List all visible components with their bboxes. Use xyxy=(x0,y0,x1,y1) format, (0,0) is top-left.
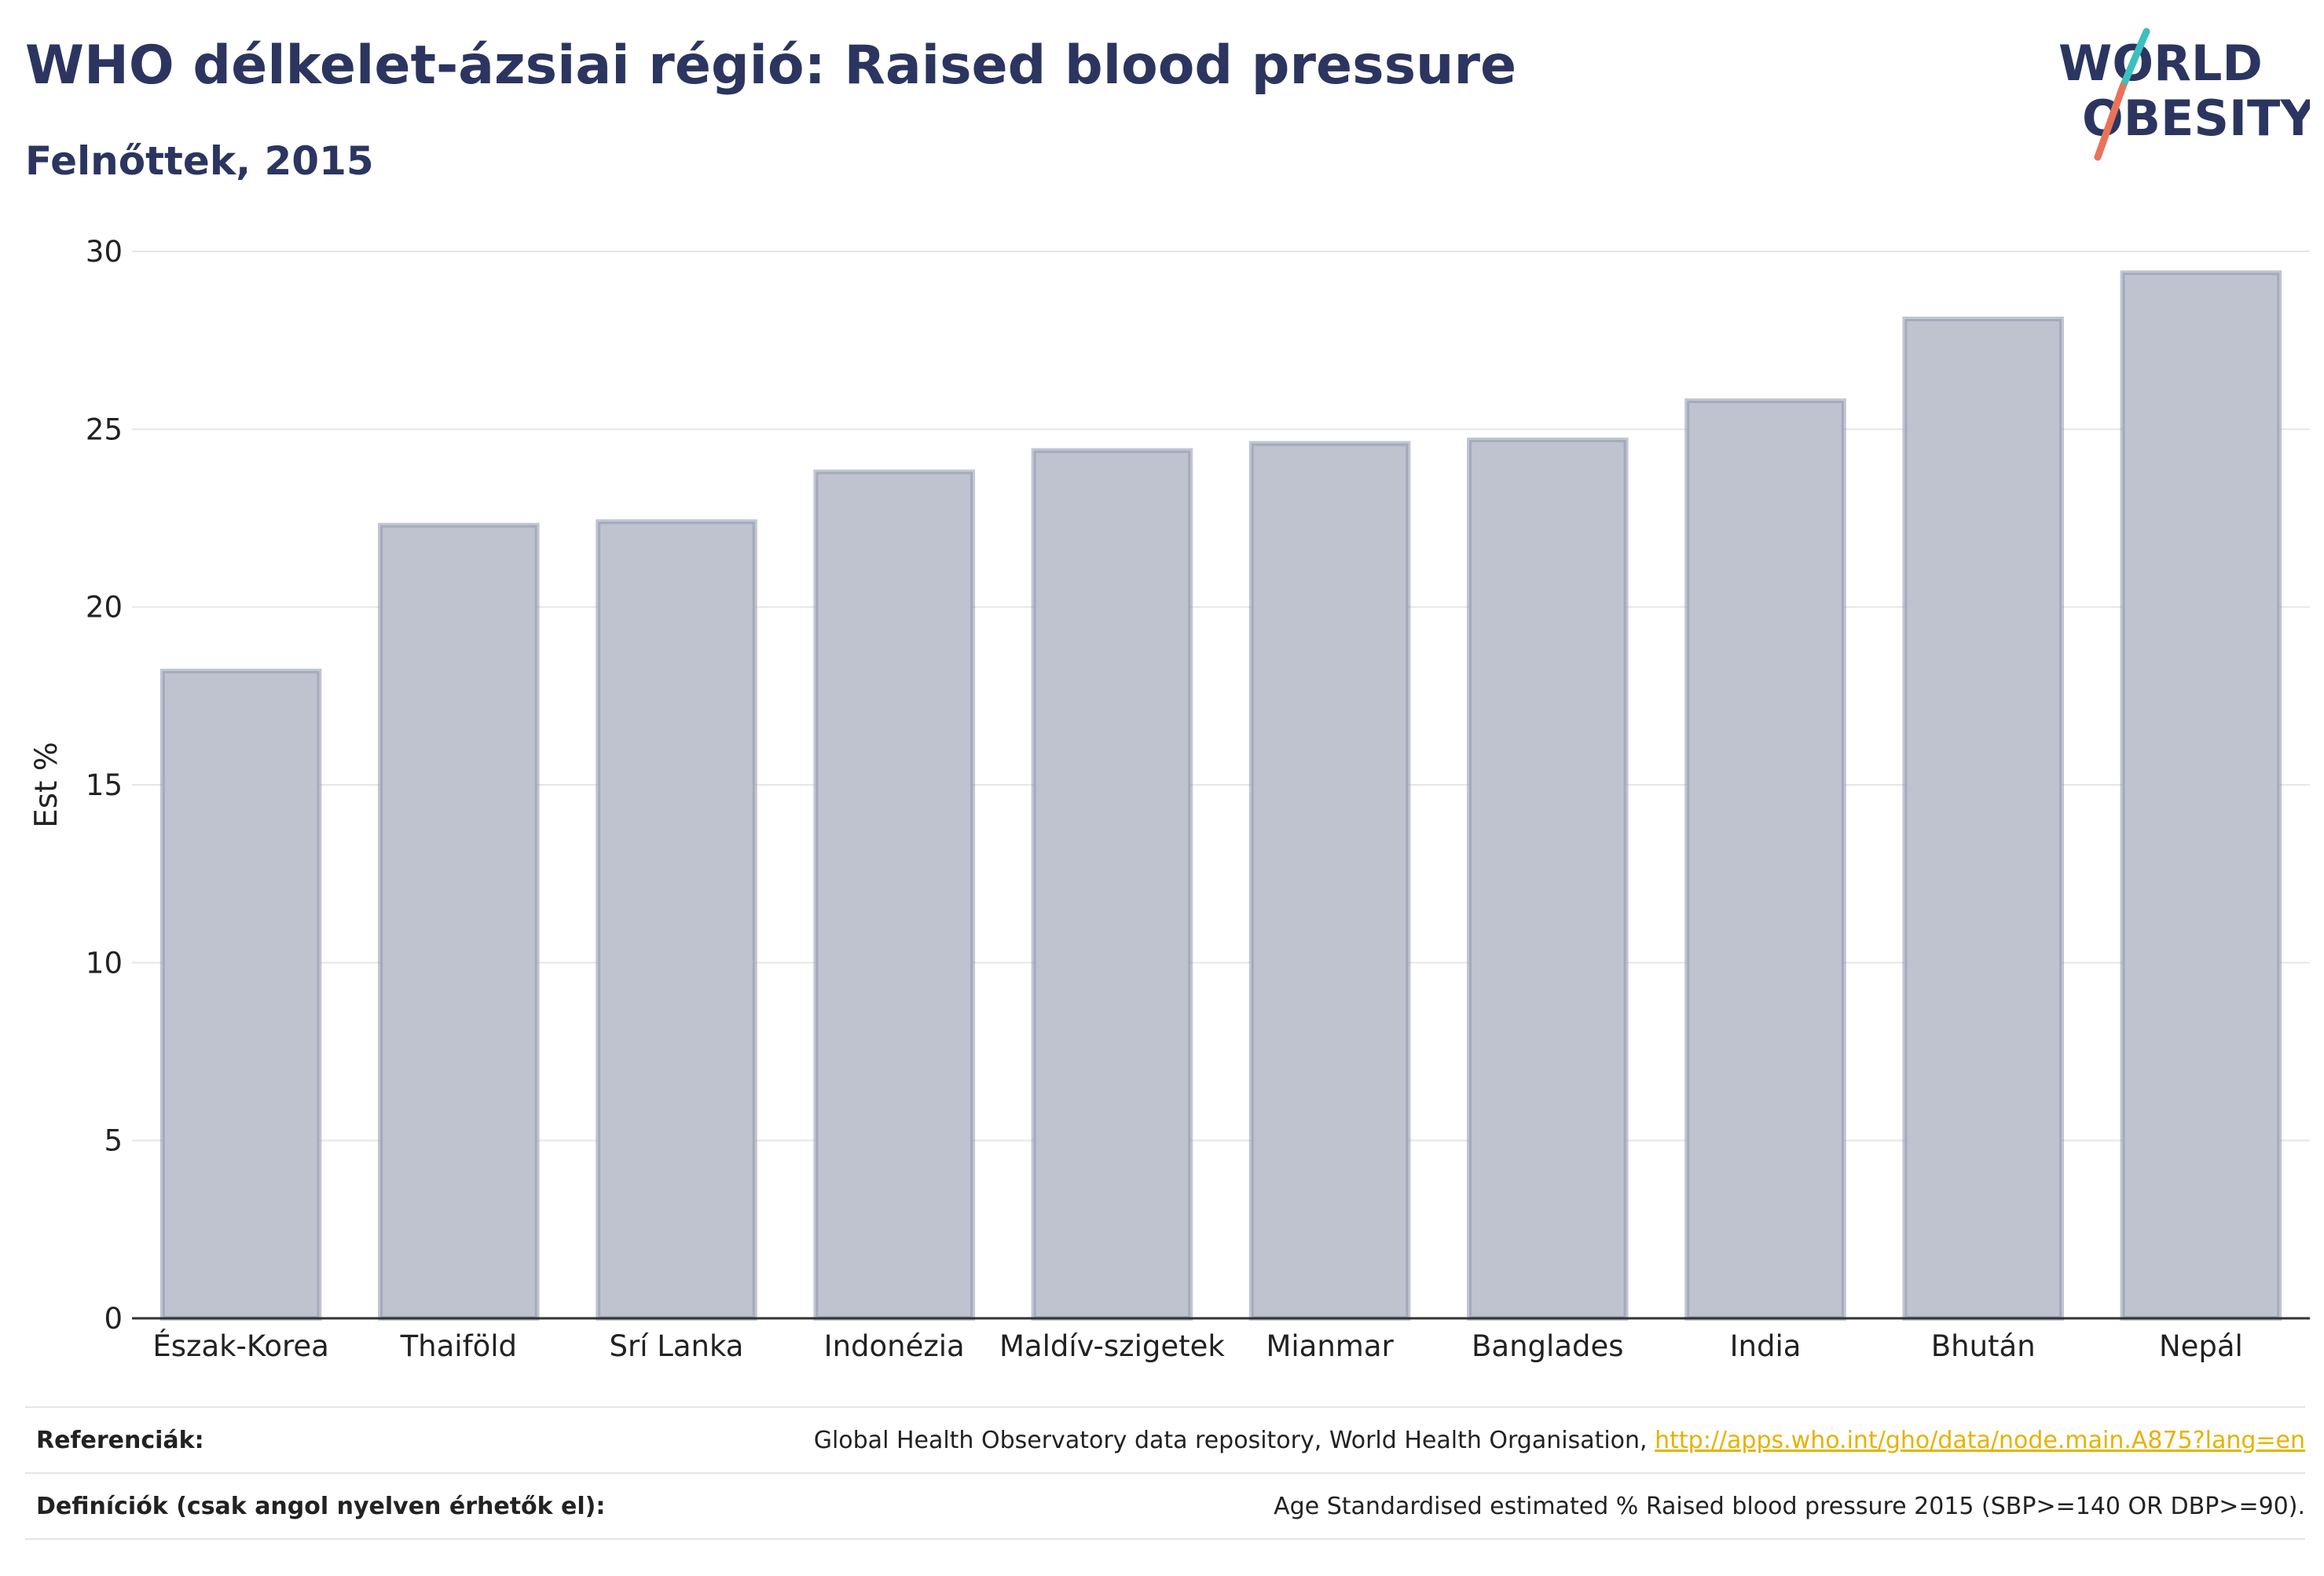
references-row: Referenciák: Global Health Observatory d… xyxy=(25,1406,2305,1472)
x-tick-label: Srí Lanka xyxy=(610,1329,744,1363)
definitions-row: Definíciók (csak angol nyelven érhetők e… xyxy=(25,1472,2305,1540)
footer: Referenciák: Global Health Observatory d… xyxy=(25,1406,2305,1540)
references-label: Referenciák: xyxy=(36,1426,204,1454)
x-tick-label: Nepál xyxy=(2159,1329,2243,1363)
x-tick-label: Észak-Korea xyxy=(152,1329,328,1363)
definitions-label: Definíciók (csak angol nyelven érhetők e… xyxy=(36,1492,606,1520)
x-tick-label: Bhután xyxy=(1931,1329,2036,1363)
bar[interactable] xyxy=(596,519,757,1321)
world-obesity-logo: WORLD OBESITY xyxy=(2058,27,2310,161)
bar[interactable] xyxy=(159,669,322,1321)
bar[interactable] xyxy=(2120,270,2282,1321)
x-tick-label: Mianmar xyxy=(1266,1329,1394,1363)
y-tick-label: 30 xyxy=(86,235,123,269)
logo-slash-teal xyxy=(2119,27,2150,90)
bar-chart: 0 5 10 15 20 25 30 Észak-Korea Thaiföld Srí Lanka… xyxy=(29,235,2310,1363)
x-tick-label: Maldív-szigetek xyxy=(999,1329,1225,1363)
bar[interactable] xyxy=(1467,437,1629,1321)
x-tick-label: Thaiföld xyxy=(400,1329,517,1363)
logo-line1: WORLD xyxy=(2058,35,2263,92)
y-tick-label: 10 xyxy=(86,946,123,980)
y-tick-label: 20 xyxy=(86,591,123,625)
chart-subtitle: Felnőttek, 2015 xyxy=(25,138,374,184)
logo-slash-coral xyxy=(2094,82,2127,161)
bar[interactable] xyxy=(1248,441,1411,1321)
bar[interactable] xyxy=(378,522,540,1321)
references-text: Global Health Observatory data repositor… xyxy=(813,1426,1648,1454)
chart-title: WHO délkelet-ázsiai régió: Raised blood … xyxy=(25,35,1517,97)
y-tick-label: 0 xyxy=(104,1302,123,1336)
y-tick-label: 15 xyxy=(86,768,123,802)
x-tick-label: India xyxy=(1730,1329,1802,1363)
y-axis-title: Est % xyxy=(29,742,64,828)
definitions-text: Age Standardised estimated % Raised bloo… xyxy=(1274,1492,2305,1520)
bar[interactable] xyxy=(1902,317,2064,1321)
x-tick-label: Indonézia xyxy=(824,1329,965,1363)
bar[interactable] xyxy=(1684,398,1846,1321)
bar[interactable] xyxy=(813,469,975,1321)
bar[interactable] xyxy=(1031,448,1193,1321)
y-tick-label: 25 xyxy=(86,412,123,446)
y-tick-label: 5 xyxy=(104,1124,123,1158)
references-value: Global Health Observatory data repositor… xyxy=(814,1427,2305,1454)
x-tick-label: Banglades xyxy=(1472,1329,1623,1363)
references-link[interactable]: http://apps.who.int/gho/data/node.main.A… xyxy=(1655,1426,2305,1454)
